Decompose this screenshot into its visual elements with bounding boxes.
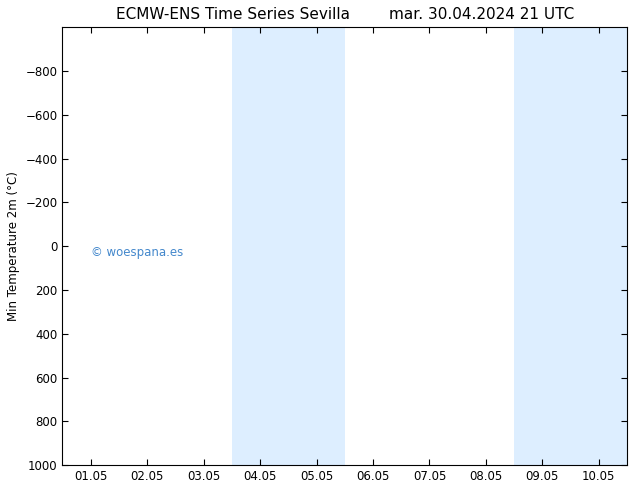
Y-axis label: Min Temperature 2m (°C): Min Temperature 2m (°C)	[7, 172, 20, 321]
Title: ECMW-ENS Time Series Sevilla        mar. 30.04.2024 21 UTC: ECMW-ENS Time Series Sevilla mar. 30.04.…	[115, 7, 574, 22]
Bar	[514, 27, 571, 465]
Bar	[232, 27, 288, 465]
Bar	[571, 27, 627, 465]
Bar	[288, 27, 345, 465]
Text: © woespana.es: © woespana.es	[91, 246, 183, 259]
